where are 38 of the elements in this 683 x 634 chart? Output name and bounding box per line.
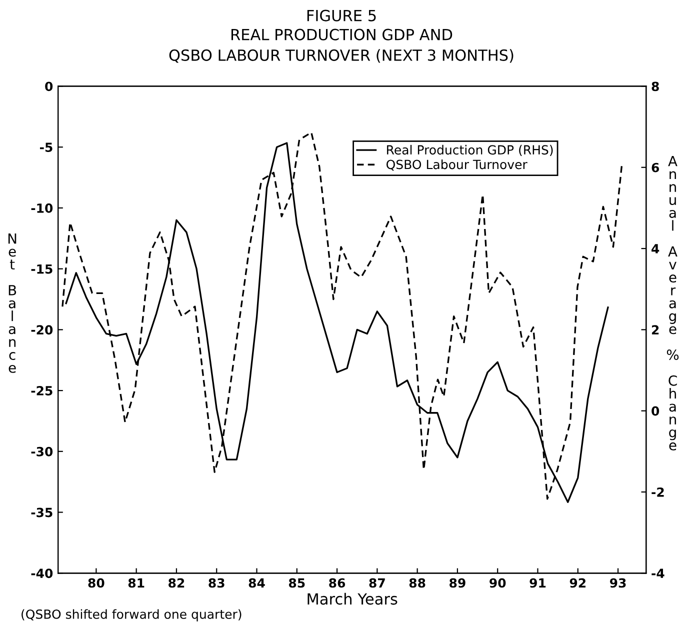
x-tick-label: 92 bbox=[570, 578, 586, 588]
y-tick-label: -25 bbox=[31, 386, 52, 396]
chart-title: FIGURE 5 bbox=[307, 10, 376, 22]
text: (QSBO shifted forward one quarter) bbox=[22, 609, 242, 622]
x-tick-label: 82 bbox=[168, 578, 184, 588]
y2-tick-label: 8 bbox=[652, 82, 659, 92]
x-tick-label: 90 bbox=[490, 578, 506, 588]
y2-tick-label: -2 bbox=[652, 487, 664, 497]
x-tick-label: 91 bbox=[530, 578, 546, 588]
x-tick-label: 88 bbox=[409, 578, 426, 588]
x-axis-title: March Years bbox=[308, 592, 398, 605]
y-tick-label: -30 bbox=[31, 446, 53, 456]
y-tick-label: -35 bbox=[31, 508, 52, 518]
y2-tick-label: 2 bbox=[652, 325, 659, 334]
y-tick-label: -5 bbox=[40, 142, 52, 152]
chart-subtitle: REAL PRODUCTION GDP AND QSBO LABOUR TURNOVER (NEXT 3 MONTHS) bbox=[169, 28, 514, 63]
y2-tick-label: 4 bbox=[652, 244, 660, 254]
legend-label: QSBO Labour Turnover bbox=[386, 160, 528, 171]
y-tick-label: -15 bbox=[31, 264, 52, 274]
x-tick-label: 87 bbox=[369, 578, 385, 588]
x-tick-label: 80 bbox=[88, 578, 104, 588]
y2-tick-label: 6 bbox=[652, 162, 660, 172]
x-tick-label: 81 bbox=[128, 578, 144, 588]
x-tick-label: 93 bbox=[610, 578, 626, 588]
y-tick-label: -10 bbox=[31, 203, 53, 213]
y-tick-label: -20 bbox=[31, 325, 53, 335]
y2-tick-label: 0 bbox=[652, 406, 660, 416]
y-tick-label: 0 bbox=[45, 82, 53, 92]
text: Net Balance bbox=[8, 233, 16, 373]
y-tick-label: -40 bbox=[31, 568, 53, 578]
text: Annual Average % Change bbox=[666, 156, 679, 450]
y2-tick-label: -4 bbox=[652, 568, 664, 578]
x-tick-label: 83 bbox=[208, 578, 224, 588]
x-tick-label: 84 bbox=[248, 578, 265, 588]
x-tick-label: 89 bbox=[450, 578, 466, 588]
x-tick-label: 86 bbox=[329, 578, 346, 588]
x-tick-label: 85 bbox=[288, 578, 305, 588]
legend-label: Real Production GDP (RHS) bbox=[387, 144, 553, 156]
